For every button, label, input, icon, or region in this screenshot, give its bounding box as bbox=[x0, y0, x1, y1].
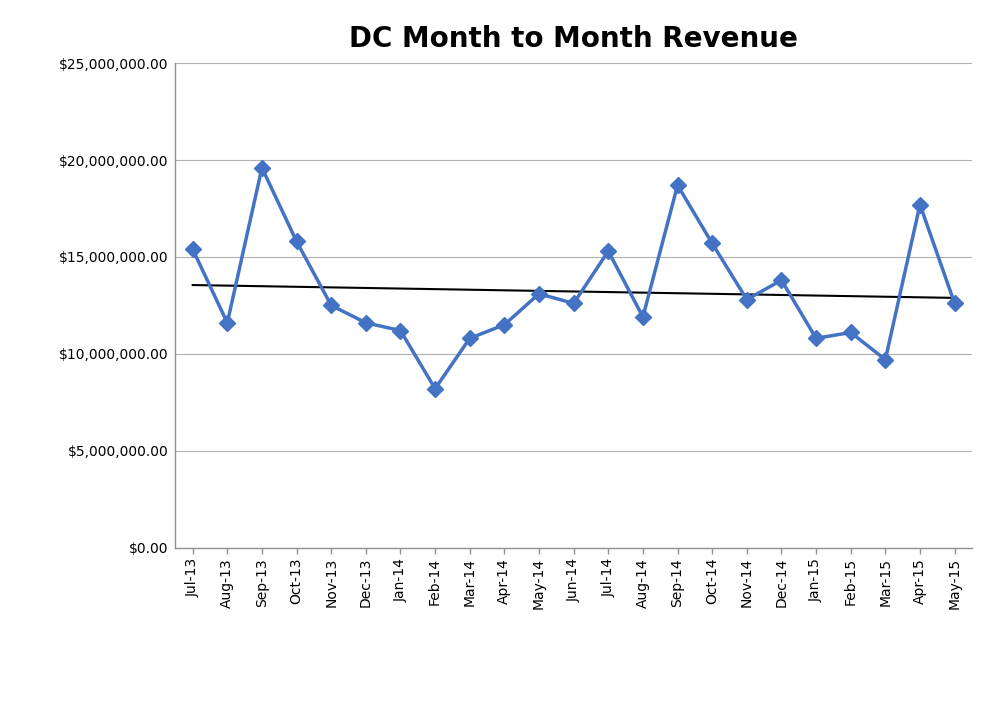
Title: DC Month to Month Revenue: DC Month to Month Revenue bbox=[350, 25, 798, 53]
